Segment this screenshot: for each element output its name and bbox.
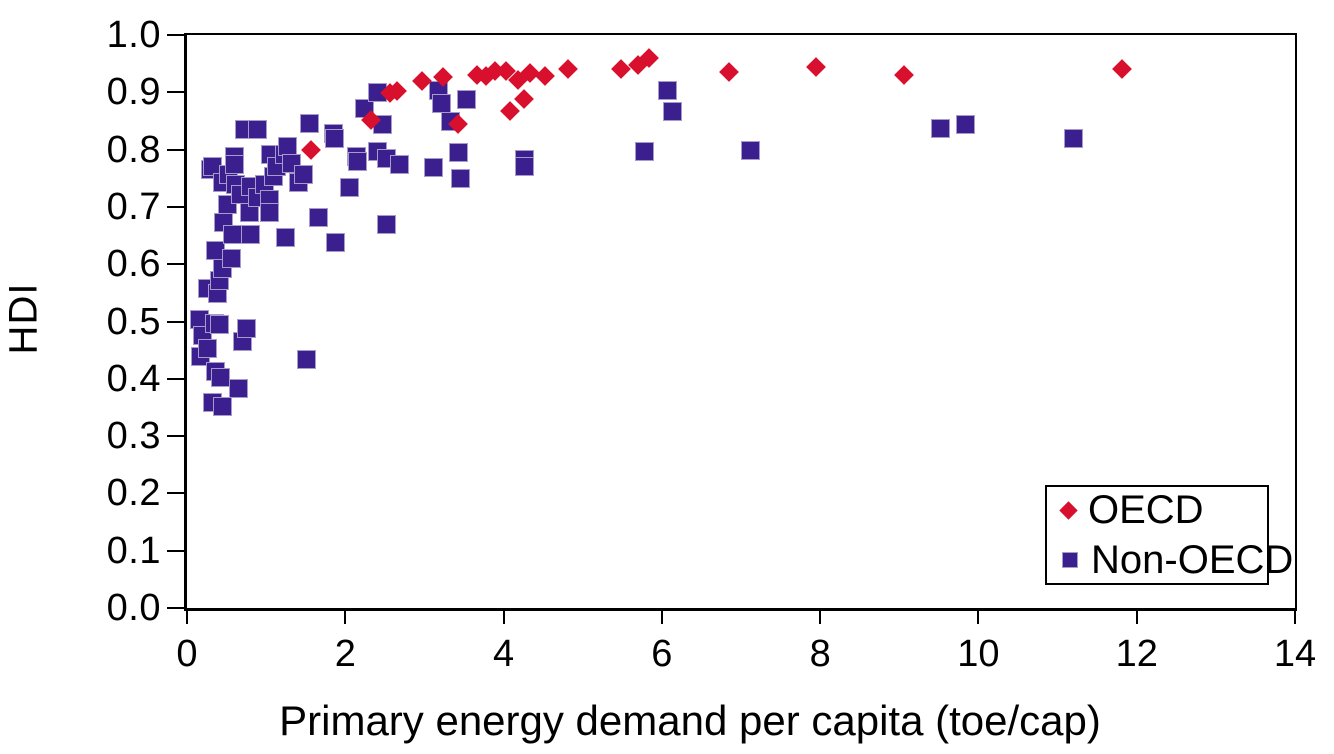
- data-point-oecd: [514, 88, 535, 109]
- y-tick-mark: [167, 377, 184, 380]
- x-tick-label: 0: [176, 633, 198, 675]
- x-tick-mark: [819, 611, 822, 624]
- data-point-oecd: [894, 65, 914, 86]
- x-tick-label: 2: [334, 633, 356, 675]
- x-tick-label: 4: [492, 633, 515, 675]
- data-point-oecd: [534, 66, 555, 87]
- x-tick-mark: [502, 611, 505, 624]
- data-point-non-oecd: [448, 143, 468, 163]
- data-point-non-oecd: [741, 140, 761, 160]
- data-point-non-oecd: [223, 224, 243, 244]
- x-tick-mark: [1294, 611, 1296, 624]
- y-tick-mark: [167, 205, 184, 208]
- x-tick-label: 6: [651, 633, 673, 675]
- data-point-non-oecd: [309, 208, 329, 228]
- data-point-non-oecd: [325, 232, 345, 252]
- y-tick-label: 0.3: [106, 415, 161, 458]
- plot-area: 0.0 0.1 0.2 0.3 0.4 0.5 0.6 0.7 0.8 0.9 1.0 0 2 4 6 8 10…: [107, 15, 1316, 674]
- data-point-non-oecd: [221, 249, 241, 269]
- data-point-non-oecd: [237, 318, 257, 338]
- legend-item-non-oecd: Non-OECD: [1062, 539, 1293, 581]
- x-tick-label: 14: [1273, 633, 1317, 675]
- data-point-non-oecd: [224, 154, 244, 174]
- data-point-non-oecd: [276, 227, 296, 247]
- data-point-non-oecd: [212, 396, 232, 416]
- x-tick-mark: [660, 611, 663, 624]
- data-point-non-oecd: [296, 350, 316, 370]
- y-tick-label: 0.1: [106, 529, 161, 572]
- y-tick-mark: [167, 91, 184, 94]
- y-tick-label: 0.2: [106, 472, 161, 515]
- y-axis-title: HDI: [0, 238, 54, 398]
- y-tick-label: 0.7: [106, 185, 161, 228]
- data-point-non-oecd: [451, 169, 471, 189]
- data-point-non-oecd: [294, 165, 314, 185]
- y-tick-label: 0.5: [106, 300, 161, 343]
- x-tick-label: 10: [957, 633, 1000, 675]
- data-point-non-oecd: [955, 115, 975, 135]
- data-point-non-oecd: [663, 101, 683, 121]
- data-point-non-oecd: [241, 224, 261, 244]
- data-point-oecd: [1112, 58, 1133, 79]
- data-point-non-oecd: [340, 178, 360, 198]
- data-point-non-oecd: [197, 338, 217, 358]
- x-tick-label: 12: [1115, 633, 1158, 675]
- data-point-non-oecd: [1063, 129, 1083, 149]
- data-point-oecd: [611, 59, 632, 80]
- y-tick-label: 0.9: [106, 71, 161, 114]
- data-point-non-oecd: [515, 157, 535, 177]
- data-point-oecd: [499, 100, 520, 121]
- data-point-non-oecd: [229, 378, 249, 398]
- non-oecd-square-icon: [1062, 552, 1078, 568]
- y-tick-mark: [167, 148, 184, 151]
- data-point-non-oecd: [211, 368, 231, 388]
- y-tick-mark: [167, 435, 184, 438]
- y-tick-mark: [167, 492, 184, 495]
- data-point-non-oecd: [299, 113, 319, 133]
- data-point-non-oecd: [432, 94, 452, 114]
- x-tick-mark: [344, 611, 347, 624]
- data-point-non-oecd: [931, 119, 951, 139]
- y-tick-label: 0.6: [106, 243, 161, 286]
- legend: OECD Non-OECD: [1045, 485, 1293, 585]
- y-tick-mark: [167, 263, 184, 266]
- y-tick-label: 1.0: [106, 14, 161, 56]
- data-point-non-oecd: [377, 214, 397, 234]
- y-tick-mark: [167, 549, 184, 552]
- data-point-non-oecd: [348, 152, 368, 172]
- data-point-oecd: [558, 59, 579, 80]
- x-tick-mark: [977, 611, 980, 624]
- data-point-non-oecd: [635, 142, 655, 162]
- x-tick-mark: [186, 611, 188, 624]
- y-tick-mark: [167, 34, 184, 36]
- x-axis-title: Primary energy demand per capita (toe/ca…: [279, 697, 1101, 744]
- legend-item-oecd: OECD: [1059, 488, 1267, 532]
- data-point-non-oecd: [390, 155, 410, 175]
- oecd-diamond-icon: [1059, 500, 1078, 520]
- x-tick-label: 8: [809, 633, 831, 675]
- y-tick-mark: [167, 320, 184, 323]
- data-point-oecd: [806, 56, 827, 77]
- data-point-non-oecd: [424, 158, 444, 178]
- y-tick-label: 0.4: [106, 357, 161, 400]
- data-point-non-oecd: [456, 89, 476, 109]
- y-axis-title-text: HDI: [1, 282, 46, 354]
- data-point-non-oecd: [248, 119, 268, 139]
- x-tick-mark: [1135, 611, 1138, 624]
- data-point-non-oecd: [658, 81, 678, 100]
- legend-label-oecd: OECD: [1088, 488, 1204, 532]
- data-point-non-oecd: [259, 203, 279, 223]
- y-tick-label: 0.8: [106, 128, 161, 171]
- data-point-oecd: [301, 140, 322, 161]
- y-tick-mark: [167, 607, 184, 609]
- data-point-non-oecd: [209, 315, 229, 335]
- data-point-non-oecd: [325, 129, 345, 149]
- legend-label-non-oecd: Non-OECD: [1091, 538, 1294, 582]
- data-point-oecd: [719, 61, 740, 82]
- y-tick-label: 0.0: [106, 587, 161, 629]
